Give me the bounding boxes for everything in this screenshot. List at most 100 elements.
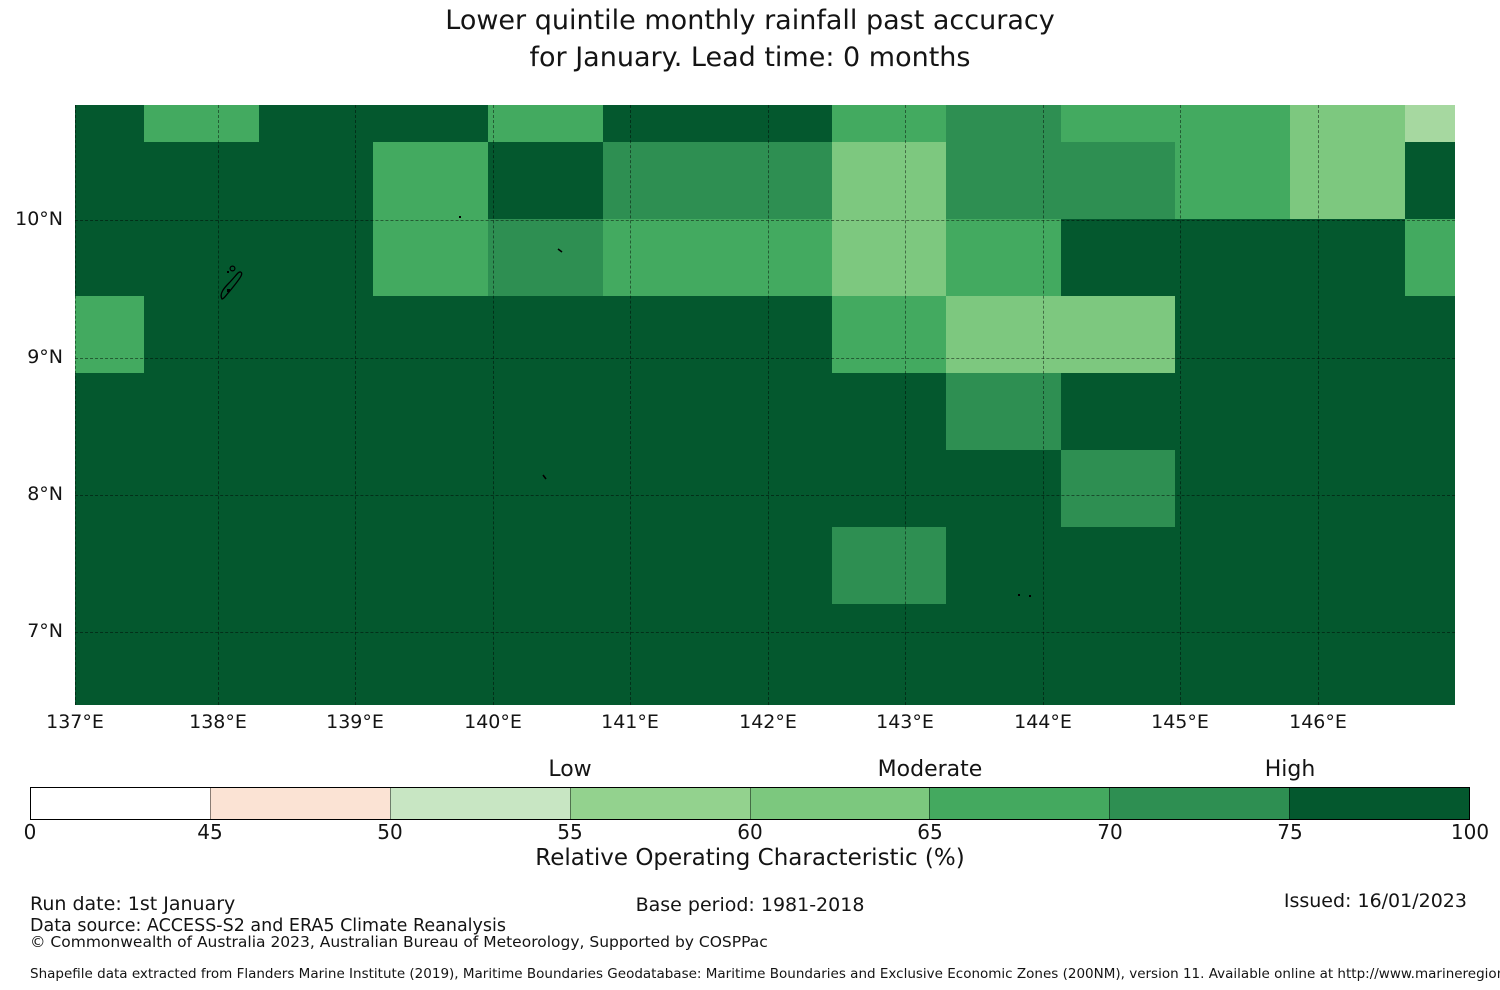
colorbar-band-label: High	[1264, 757, 1316, 782]
island-outline	[220, 271, 243, 300]
map-cell	[946, 604, 1061, 681]
map-cell	[1290, 604, 1405, 681]
colorbar-axis-label: Relative Operating Characteristic (%)	[535, 845, 965, 871]
islet-outline	[229, 265, 236, 272]
map-cell	[488, 105, 603, 142]
map-cell	[1175, 142, 1290, 219]
data-source-text: Data source: ACCESS-S2 and ERA5 Climate …	[30, 916, 506, 936]
map-cell	[259, 105, 373, 142]
colorbar-segment	[569, 788, 750, 819]
map-cell	[1405, 527, 1455, 604]
latitude-gridline	[75, 495, 1455, 496]
map-cell	[373, 296, 488, 373]
map-cell	[832, 219, 946, 296]
map-cell	[144, 105, 259, 142]
islet-dot	[227, 289, 230, 292]
colorbar-tick-label: 100	[1450, 820, 1490, 844]
copyright-text: © Commonwealth of Australia 2023, Austra…	[30, 933, 768, 951]
x-axis-tick-label: 137°E	[46, 711, 104, 733]
map-cell	[488, 681, 603, 705]
page-subtitle: for January. Lead time: 0 months	[529, 42, 971, 73]
islet-dot	[557, 248, 563, 253]
map-cell	[717, 296, 832, 373]
islet-dot	[1029, 595, 1031, 597]
map-cell	[1061, 142, 1175, 219]
map-cell	[75, 604, 144, 681]
map-cell	[603, 604, 717, 681]
map-cell	[717, 527, 832, 604]
map-cell	[75, 527, 144, 604]
x-axis-tick-label: 139°E	[326, 711, 384, 733]
map-cell	[1061, 527, 1175, 604]
x-axis-tick-label: 143°E	[876, 711, 934, 733]
y-axis-tick-label: 7°N	[27, 620, 63, 642]
map-cell	[717, 604, 832, 681]
colorbar-segment	[389, 788, 570, 819]
colorbar-tick-label: 50	[377, 820, 403, 844]
map-cell	[1405, 105, 1455, 142]
map-cell	[259, 527, 373, 604]
islet-dot	[542, 474, 547, 480]
colorbar-segment	[209, 788, 390, 819]
map-cell	[1405, 373, 1455, 450]
colorbar-tick-label: 55	[557, 820, 583, 844]
map-cell	[717, 450, 832, 527]
map-cell	[832, 373, 946, 450]
map-cell	[1405, 219, 1455, 296]
map-cell	[144, 604, 259, 681]
map-cell	[717, 373, 832, 450]
x-axis-tick-label: 142°E	[739, 711, 797, 733]
map-cell	[1290, 296, 1405, 373]
map-cell	[603, 373, 717, 450]
y-axis-tick-label: 9°N	[27, 346, 63, 368]
x-axis-tick-label: 141°E	[601, 711, 659, 733]
map-cell	[603, 527, 717, 604]
map-cell	[373, 142, 488, 219]
x-axis-tick-label: 138°E	[189, 711, 247, 733]
longitude-gridline	[355, 105, 356, 705]
map-cell	[75, 296, 144, 373]
map-cell	[946, 219, 1061, 296]
colorbar-tick-label: 60	[737, 820, 763, 844]
map-cell	[259, 296, 373, 373]
map-cell	[832, 681, 946, 705]
x-axis-tick-label: 145°E	[1151, 711, 1209, 733]
longitude-gridline	[1043, 105, 1044, 705]
run-date-text: Run date: 1st January	[30, 893, 236, 915]
islet-dot	[459, 216, 461, 218]
map-cell	[832, 142, 946, 219]
map-cell	[259, 142, 373, 219]
colorbar-band-label: Low	[548, 757, 592, 782]
colorbar-band-label: Moderate	[877, 757, 983, 782]
map-cell	[75, 450, 144, 527]
map-cell	[144, 373, 259, 450]
map-cell	[488, 450, 603, 527]
longitude-gridline	[218, 105, 219, 705]
map-cell	[946, 296, 1061, 373]
longitude-gridline	[905, 105, 906, 705]
shapefile-attribution-text: Shapefile data extracted from Flanders M…	[30, 966, 1500, 982]
map-cell	[488, 219, 603, 296]
map-cell	[1290, 142, 1405, 219]
map-cell	[832, 450, 946, 527]
map-cell	[373, 527, 488, 604]
map-cell	[1061, 604, 1175, 681]
page-title: Lower quintile monthly rainfall past acc…	[445, 5, 1055, 36]
map-cell	[832, 527, 946, 604]
map-cell	[1175, 105, 1290, 142]
base-period-text: Base period: 1981-2018	[635, 894, 865, 916]
map-cell	[1290, 373, 1405, 450]
longitude-gridline	[1180, 105, 1181, 705]
map-cell	[1061, 373, 1175, 450]
map-cell	[144, 142, 259, 219]
islet-dot	[1018, 594, 1020, 596]
map-cell	[1061, 105, 1175, 142]
map-cell	[144, 681, 259, 705]
map-cell	[488, 373, 603, 450]
map-cell	[75, 105, 144, 142]
colorbar-segment	[929, 788, 1110, 819]
colorbar-segment	[31, 788, 210, 819]
x-axis-tick-label: 146°E	[1289, 711, 1347, 733]
latitude-gridline	[75, 220, 1455, 221]
map-cell	[832, 604, 946, 681]
